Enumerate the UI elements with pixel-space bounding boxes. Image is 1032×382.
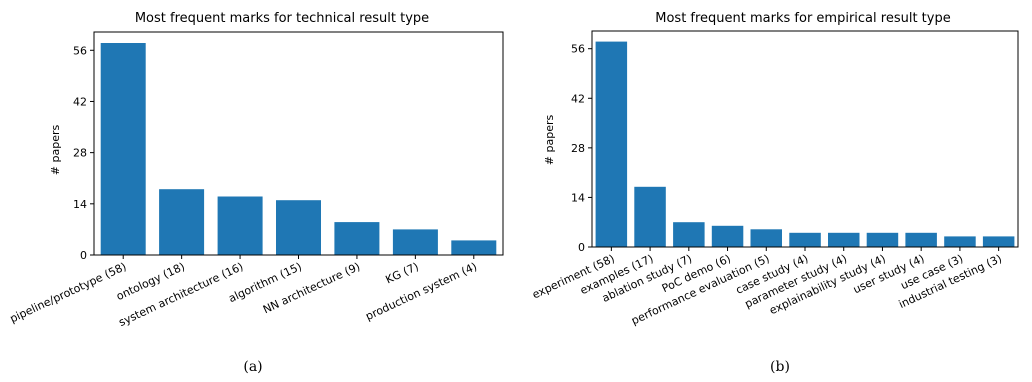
bar [866, 232, 899, 247]
bar [595, 41, 628, 247]
bar [392, 229, 438, 255]
bar [789, 232, 821, 247]
bar-group [595, 41, 1015, 247]
bar [334, 222, 380, 255]
bar [159, 189, 205, 255]
x-tick-label: pipeline/prototype (58) [8, 260, 129, 325]
y-tick-label: 28 [571, 142, 585, 155]
panel-caption: (a) [243, 359, 262, 375]
chart-title: Most frequent marks for empirical result… [655, 11, 950, 26]
x-ticks: pipeline/prototype (58)ontology (18)syst… [8, 255, 479, 329]
bar [217, 196, 263, 255]
y-tick-label: 56 [73, 44, 87, 57]
bar [711, 225, 744, 247]
bar [905, 232, 937, 247]
chart-empirical-result-type: Most frequent marks for empirical result… [530, 11, 1019, 375]
y-ticks: 0 14 28 42 56 [73, 44, 94, 262]
bar [750, 229, 782, 247]
plot-frame [591, 30, 1019, 248]
bar [634, 186, 666, 247]
chart-title: Most frequent marks for technical result… [135, 11, 429, 26]
bar [100, 43, 146, 255]
y-tick-label: 42 [73, 95, 87, 108]
y-tick-label: 14 [571, 191, 585, 204]
x-tick-label: production system (4) [364, 260, 480, 323]
plot-frame [93, 31, 504, 256]
bar [276, 200, 321, 255]
y-axis-label: # papers [543, 115, 556, 166]
x-tick-label: NN architecture (9) [261, 260, 362, 316]
bar-group [100, 43, 497, 255]
bar [944, 236, 976, 247]
x-tick-label: KG (7) [384, 260, 421, 287]
y-axis-label: # papers [49, 125, 62, 176]
bar [451, 240, 497, 255]
x-ticks: experiment (58)examples (17)ablation stu… [530, 247, 1004, 327]
bar [982, 236, 1015, 247]
bar [673, 222, 705, 247]
bar [828, 232, 860, 247]
y-ticks: 0 14 28 42 56 [571, 43, 592, 254]
y-tick-label: 28 [73, 147, 87, 160]
chart-technical-result-type: Most frequent marks for technical result… [8, 11, 504, 375]
y-tick-label: 42 [571, 92, 585, 105]
y-tick-label: 0 [578, 241, 585, 254]
y-tick-label: 14 [73, 198, 87, 211]
y-tick-label: 0 [80, 249, 87, 262]
y-tick-label: 56 [571, 43, 585, 56]
panel-caption: (b) [770, 359, 790, 375]
